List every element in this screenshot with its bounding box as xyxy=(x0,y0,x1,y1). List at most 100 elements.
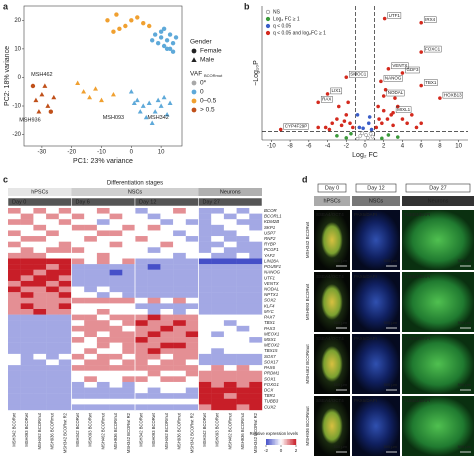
heatmap-cell xyxy=(20,275,34,282)
heatmap-cell xyxy=(223,252,237,259)
scale-label: 500 µm xyxy=(458,258,472,263)
heatmap-cell xyxy=(185,337,199,343)
heatmap-cell xyxy=(147,370,161,377)
heatmap-cell xyxy=(84,309,98,315)
heatmap-cell xyxy=(46,275,59,282)
x-tick-label: 8 xyxy=(438,144,442,150)
heatmap-cell xyxy=(71,252,85,259)
heatmap-cell xyxy=(33,208,47,214)
heatmap-cell xyxy=(20,320,34,327)
heatmap-cell xyxy=(223,398,237,405)
heatmap-cell xyxy=(71,320,85,327)
point xyxy=(342,119,347,124)
heatmap-cell xyxy=(223,286,237,293)
heatmap-cell xyxy=(20,353,34,360)
gene-label: IRX4 xyxy=(425,17,436,22)
column-label: MSH342 BCORwt R2 xyxy=(189,412,194,453)
heatmap-cell xyxy=(109,314,123,321)
micrograph xyxy=(402,396,474,456)
annotation: MSH093 xyxy=(103,115,124,121)
heatmap-cell xyxy=(8,393,21,399)
point xyxy=(336,104,341,109)
heatmap-cell xyxy=(198,224,212,231)
heatmap-cell xyxy=(96,325,110,332)
heatmap-cell xyxy=(249,376,263,383)
heatmap-cell xyxy=(223,387,237,394)
heatmap-cell xyxy=(8,208,21,214)
heatmap-cell xyxy=(96,236,110,242)
heatmap-cell xyxy=(236,236,250,242)
heatmap-cell xyxy=(122,224,136,231)
colorbar-step xyxy=(272,439,274,445)
heatmap-cell xyxy=(46,292,59,298)
row-label: USP7 xyxy=(264,230,276,235)
scale-label: 500 µm xyxy=(384,382,398,387)
heatmap-cell xyxy=(236,280,250,287)
heatmap-cell xyxy=(122,264,136,270)
heatmap-cell xyxy=(8,219,21,226)
heatmap-cell xyxy=(71,370,85,377)
stage-bar xyxy=(352,196,400,206)
heatmap-cell xyxy=(8,314,21,321)
point xyxy=(111,29,116,34)
heatmap-cell xyxy=(236,359,250,366)
colorbar-step xyxy=(273,439,276,445)
panel-label: d xyxy=(302,174,308,184)
point xyxy=(278,127,283,132)
heatmap-cell xyxy=(198,230,212,237)
heatmap-cell xyxy=(160,314,174,321)
column-label: MSH936 BCORmut xyxy=(240,412,245,449)
heatmap-cell xyxy=(84,297,98,304)
colorbar-step xyxy=(281,439,283,445)
heatmap-cell xyxy=(135,370,148,377)
heatmap-cell xyxy=(160,269,174,276)
heatmap-cell xyxy=(33,342,47,349)
heatmap-cell xyxy=(58,252,72,259)
heatmap-cell xyxy=(8,252,21,259)
heatmap-cell xyxy=(147,320,161,327)
heatmap-cell xyxy=(71,264,85,270)
heatmap-cell xyxy=(249,320,263,327)
heatmap-cell xyxy=(8,230,21,237)
heatmap-cell xyxy=(71,247,85,254)
micrograph xyxy=(352,272,400,332)
heatmap-cell xyxy=(96,264,110,270)
heatmap-cell xyxy=(20,236,34,242)
heatmap-cell xyxy=(58,404,72,411)
point xyxy=(123,23,128,29)
heatmap-cell xyxy=(147,280,161,287)
point xyxy=(381,94,386,98)
heatmap-cell xyxy=(20,264,34,270)
heatmap-cell xyxy=(20,398,34,405)
heatmap-cell xyxy=(33,387,47,394)
heatmap-cell xyxy=(122,314,136,321)
scale-label: 500 µm xyxy=(334,258,348,263)
point xyxy=(33,97,39,103)
heatmap-cell xyxy=(8,224,21,231)
legend-marker xyxy=(265,30,271,36)
heatmap-cell xyxy=(185,230,199,237)
heatmap-cell xyxy=(211,320,225,327)
row-label: PAX6 xyxy=(264,365,275,370)
heatmap-cell xyxy=(122,236,136,242)
heatmap-cell xyxy=(96,381,110,388)
point xyxy=(379,79,383,84)
heatmap-cell xyxy=(198,247,212,254)
heatmap-cell xyxy=(122,320,136,327)
heatmap-cell xyxy=(33,331,47,338)
heatmap-cell xyxy=(185,303,199,310)
heatmap-cell xyxy=(33,320,47,327)
heatmap-cell xyxy=(96,398,110,405)
heatmap-cell xyxy=(20,348,34,355)
heatmap-cell xyxy=(135,404,148,411)
heatmap-cell xyxy=(211,387,225,394)
heatmap-cell xyxy=(160,387,174,394)
heatmap-cell xyxy=(173,264,186,270)
heatmap-cell xyxy=(135,342,148,349)
heatmap-cell xyxy=(185,348,199,355)
heatmap-cell xyxy=(20,258,34,265)
heatmap-cell xyxy=(46,213,59,220)
heatmap-cell xyxy=(33,230,47,237)
heatmap-cell xyxy=(109,286,123,293)
heatmap-cell xyxy=(46,264,59,270)
